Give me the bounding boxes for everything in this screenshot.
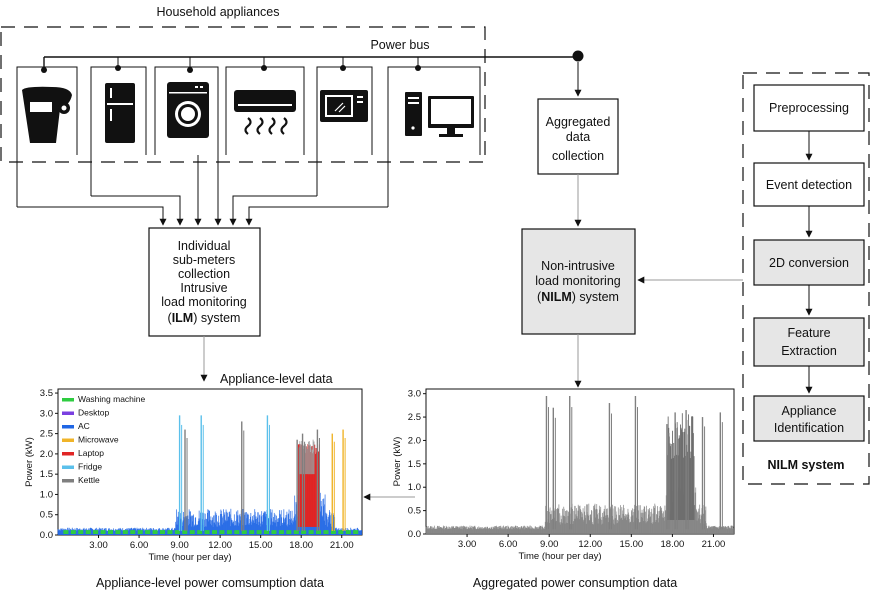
svg-text:(ILM) system: (ILM) system — [168, 311, 241, 325]
nilm-system-dashed-frame — [742, 72, 870, 485]
household-label: Household appliances — [156, 5, 279, 19]
refrigerator-icon — [105, 83, 135, 143]
event-detection-label: Event detection — [766, 178, 852, 192]
washing-machine-band — [63, 530, 359, 534]
x-tick-label: 12.00 — [208, 540, 232, 551]
legend-label: Kettle — [78, 475, 100, 485]
legend-label: Laptop — [78, 448, 104, 458]
power-bus-junction — [572, 50, 584, 62]
svg-text:sub-meters: sub-meters — [173, 253, 236, 267]
air-conditioner-icon — [234, 90, 296, 135]
x-tick-label: 12.00 — [578, 539, 602, 550]
caption-left: Appliance-level power comsumption data — [96, 576, 324, 590]
y-tick-label: 2.0 — [408, 435, 421, 446]
power-bus-label: Power bus — [370, 38, 429, 52]
x-tick-label: 18.00 — [289, 540, 313, 551]
y-tick-label: 3.0 — [408, 389, 421, 400]
appliance-level-label: Appliance-level data — [220, 372, 333, 386]
legend-label: Washing machine — [78, 394, 146, 404]
y-axis-label: Power (kW) — [24, 437, 35, 487]
y-tick-label: 0.5 — [40, 510, 53, 521]
ilm-box — [148, 227, 261, 337]
aggregated-box-text: Aggregated data collection — [546, 115, 611, 163]
appliance-identification-box — [753, 395, 865, 442]
x-tick-label: 21.00 — [330, 540, 354, 551]
svg-text:Intrusive: Intrusive — [180, 281, 227, 295]
y-tick-label: 1.0 — [408, 482, 421, 493]
svg-text:collection: collection — [552, 149, 604, 163]
legend-label: Microwave — [78, 435, 119, 445]
microwave-icon — [320, 90, 368, 122]
x-tick-label: 18.00 — [661, 539, 685, 550]
svg-text:Aggregated: Aggregated — [546, 115, 611, 129]
legend-swatch — [62, 411, 74, 415]
laptop-burst — [297, 439, 320, 527]
legend-label: AC — [78, 421, 90, 431]
x-tick-label: 3.00 — [89, 540, 108, 551]
svg-text:collection: collection — [178, 267, 230, 281]
y-axis-label: Power (kW) — [392, 437, 403, 487]
legend-label: Desktop — [78, 408, 109, 418]
x-tick-label: 15.00 — [619, 539, 643, 550]
feature-extraction-box — [753, 317, 865, 367]
y-tick-label: 0.0 — [40, 530, 53, 541]
washing-machine-icon — [167, 82, 209, 138]
appliance-level-chart: 3.00 6.00 9.00 12.00 15.00 18.00 21.00 0.0 0.5 1.… — [24, 388, 363, 563]
nilm-system-label: NILM system — [767, 458, 844, 472]
legend-swatch — [62, 465, 74, 469]
svg-text:load monitoring: load monitoring — [161, 295, 247, 309]
x-axis-label: Time (hour per day) — [518, 551, 601, 562]
ilm-box-text: Individual sub-meters collection Intrusi… — [161, 239, 247, 325]
y-tick-label: 2.5 — [40, 429, 53, 440]
2d-conversion-label: 2D conversion — [769, 256, 849, 270]
legend-swatch — [62, 425, 74, 429]
nilm-box-text: Non-intrusive load monitoring (NILM) sys… — [535, 259, 621, 304]
preprocessing-label: Preprocessing — [769, 101, 849, 115]
submeter-wires — [17, 155, 388, 226]
power-bus-line — [43, 56, 578, 67]
appliance-label: Appliance — [782, 404, 837, 418]
2d-conversion-box — [753, 239, 865, 286]
y-tick-label: 1.0 — [40, 489, 53, 500]
legend-swatch — [62, 452, 74, 456]
x-tick-label: 9.00 — [170, 540, 189, 551]
svg-text:(NILM) system: (NILM) system — [537, 290, 619, 304]
svg-text:load monitoring: load monitoring — [535, 274, 621, 288]
svg-text:data: data — [566, 130, 590, 144]
legend-swatch — [62, 438, 74, 442]
identification-label: Identification — [774, 421, 844, 435]
appliance-drops — [41, 57, 421, 73]
svg-text:Non-intrusive: Non-intrusive — [541, 259, 615, 273]
caption-right: Aggregated power consumption data — [473, 576, 677, 590]
y-tick-label: 2.5 — [408, 412, 421, 423]
legend: Washing machine Desktop AC Microwave Laptop F… — [62, 394, 146, 485]
svg-text:Individual: Individual — [178, 239, 231, 253]
preprocessing-box — [753, 84, 865, 132]
legend-swatch — [62, 479, 74, 483]
kitchen-mixer-icon — [22, 86, 72, 143]
legend-swatch — [62, 398, 74, 402]
extraction-label: Extraction — [781, 344, 837, 358]
x-axis-label: Time (hour per day) — [148, 552, 231, 563]
appliance-frames — [16, 66, 481, 207]
aggregated-chart: 3.00 6.00 9.00 12.00 15.00 18.00 21.00 0.0 0.5 1.… — [392, 388, 735, 562]
y-tick-label: 0.5 — [408, 506, 421, 517]
x-tick-label: 9.00 — [540, 539, 559, 550]
x-tick-label: 21.00 — [702, 539, 726, 550]
legend-label: Fridge — [78, 462, 102, 472]
y-tick-label: 1.5 — [40, 469, 53, 480]
y-tick-label: 0.0 — [408, 529, 421, 540]
desktop-computer-icon — [405, 92, 474, 137]
household-dashed-frame — [0, 26, 486, 163]
y-tick-label: 3.5 — [40, 388, 53, 399]
x-tick-label: 6.00 — [499, 539, 518, 550]
x-tick-label: 6.00 — [130, 540, 149, 551]
feature-label: Feature — [787, 326, 830, 340]
y-tick-label: 2.0 — [40, 449, 53, 460]
y-tick-label: 1.5 — [408, 459, 421, 470]
x-tick-label: 15.00 — [249, 540, 273, 551]
y-tick-label: 3.0 — [40, 408, 53, 419]
x-tick-label: 3.00 — [458, 539, 477, 550]
